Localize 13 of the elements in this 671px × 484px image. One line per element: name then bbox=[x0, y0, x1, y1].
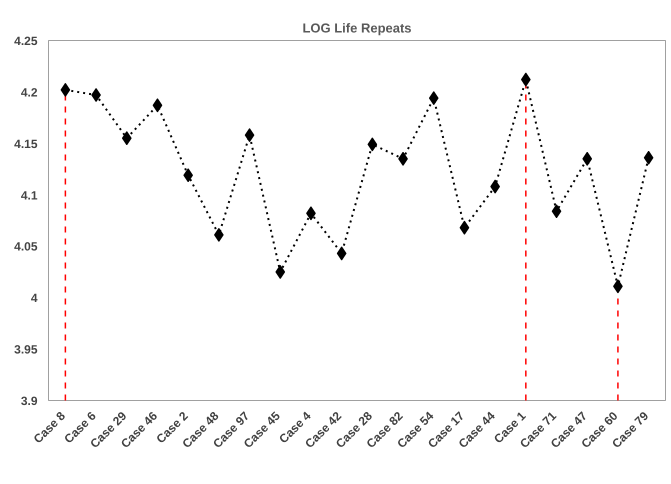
y-tick-label: 4.1 bbox=[20, 188, 38, 202]
y-tick-label: 3.95 bbox=[14, 342, 38, 357]
y-tick-label: 4.05 bbox=[14, 240, 38, 254]
point bbox=[275, 264, 286, 279]
y-tick-label: 3.9 bbox=[20, 394, 38, 408]
y-tick-label: 4 bbox=[30, 291, 38, 306]
point bbox=[122, 131, 132, 146]
point bbox=[428, 91, 439, 106]
point bbox=[582, 152, 592, 166]
y-tick-label: 4.2 bbox=[20, 85, 38, 100]
chart-title: LOG Life Repeats bbox=[302, 20, 412, 36]
y-tick-label: 4.25 bbox=[14, 34, 38, 48]
y-tick-label: 4.15 bbox=[14, 136, 38, 151]
